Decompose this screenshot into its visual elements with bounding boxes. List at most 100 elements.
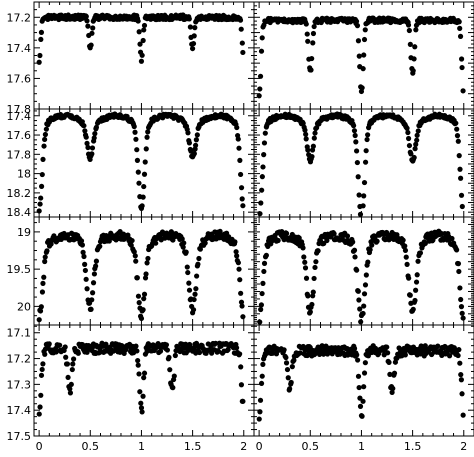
data-point [135,293,142,299]
data-point [186,287,193,293]
data-point [179,236,185,242]
data-point [238,299,245,305]
data-point [83,276,89,282]
data-point [257,86,263,92]
data-point [413,287,419,293]
data-point [312,130,318,136]
data-point [331,231,337,237]
data-point [195,261,201,267]
data-point [310,289,316,295]
data-point [167,367,173,373]
data-point [354,352,360,358]
data-point [235,260,241,266]
data-point [39,289,46,295]
data-point [367,247,373,253]
data-point [129,237,135,244]
data-point [422,240,428,246]
data-point [239,303,245,309]
data-point [361,370,368,376]
data-point [360,203,366,209]
data-point [236,145,242,151]
data-point [41,274,47,280]
data-point [279,228,285,235]
data-point [171,373,177,379]
data-point [193,286,199,292]
data-point [70,361,76,367]
data-point [38,36,44,43]
data-point [237,351,243,357]
data-point [303,21,309,27]
data-point [137,41,143,47]
data-point [183,249,189,255]
data-point [386,359,392,365]
y-tick-label: 17.2 [7,353,32,366]
y-tick-label: 17.8 [7,103,32,116]
data-point [236,266,242,272]
data-point [42,136,48,143]
data-point [457,360,463,366]
data-point [135,169,141,175]
data-point [405,22,412,28]
data-point [355,288,361,294]
data-point [459,64,465,71]
data-point [458,192,465,198]
data-point [261,152,267,158]
data-point [131,249,137,255]
data-point [136,180,142,186]
data-point [38,29,45,35]
data-point [145,129,151,135]
data-point [185,130,191,136]
data-point [288,379,294,386]
data-point [141,183,147,190]
data-point [350,239,356,245]
data-point [258,380,265,387]
data-point [355,174,361,180]
data-point [311,23,317,30]
data-point [192,25,198,31]
data-point [414,272,420,278]
data-point [142,275,149,281]
data-point [269,350,276,356]
data-point [164,347,171,353]
data-point [238,26,244,32]
data-point [454,126,460,132]
data-point [402,352,408,358]
data-point [141,291,148,297]
data-point [305,38,311,44]
y-tick-label: 17.4 [7,404,32,417]
data-point [93,124,100,130]
data-point [455,261,462,267]
data-point [359,85,365,91]
data-point [412,146,418,152]
data-point [234,124,240,131]
data-point [237,171,244,178]
data-point [457,33,464,39]
data-point [144,134,150,140]
data-point [256,416,262,422]
y-tick-label: 19 [17,226,31,239]
data-point [311,135,317,141]
x-tick-label: 0.5 [82,440,100,453]
data-point [283,360,290,366]
data-point [457,25,463,31]
data-point [67,390,74,396]
data-point [404,261,410,267]
data-point [456,347,462,353]
data-point [300,245,306,251]
data-point [38,195,44,201]
data-point [194,132,200,138]
x-tick-label: 1.5 [184,440,202,453]
data-point [141,370,148,376]
data-point [41,143,47,149]
data-point [414,132,420,138]
data-point [302,259,308,265]
data-point [233,345,240,351]
data-point [459,56,465,62]
data-point [353,18,360,24]
data-point [71,356,77,362]
data-point [239,196,245,202]
data-point [357,211,364,217]
data-point [57,342,63,348]
data-point [356,53,362,59]
